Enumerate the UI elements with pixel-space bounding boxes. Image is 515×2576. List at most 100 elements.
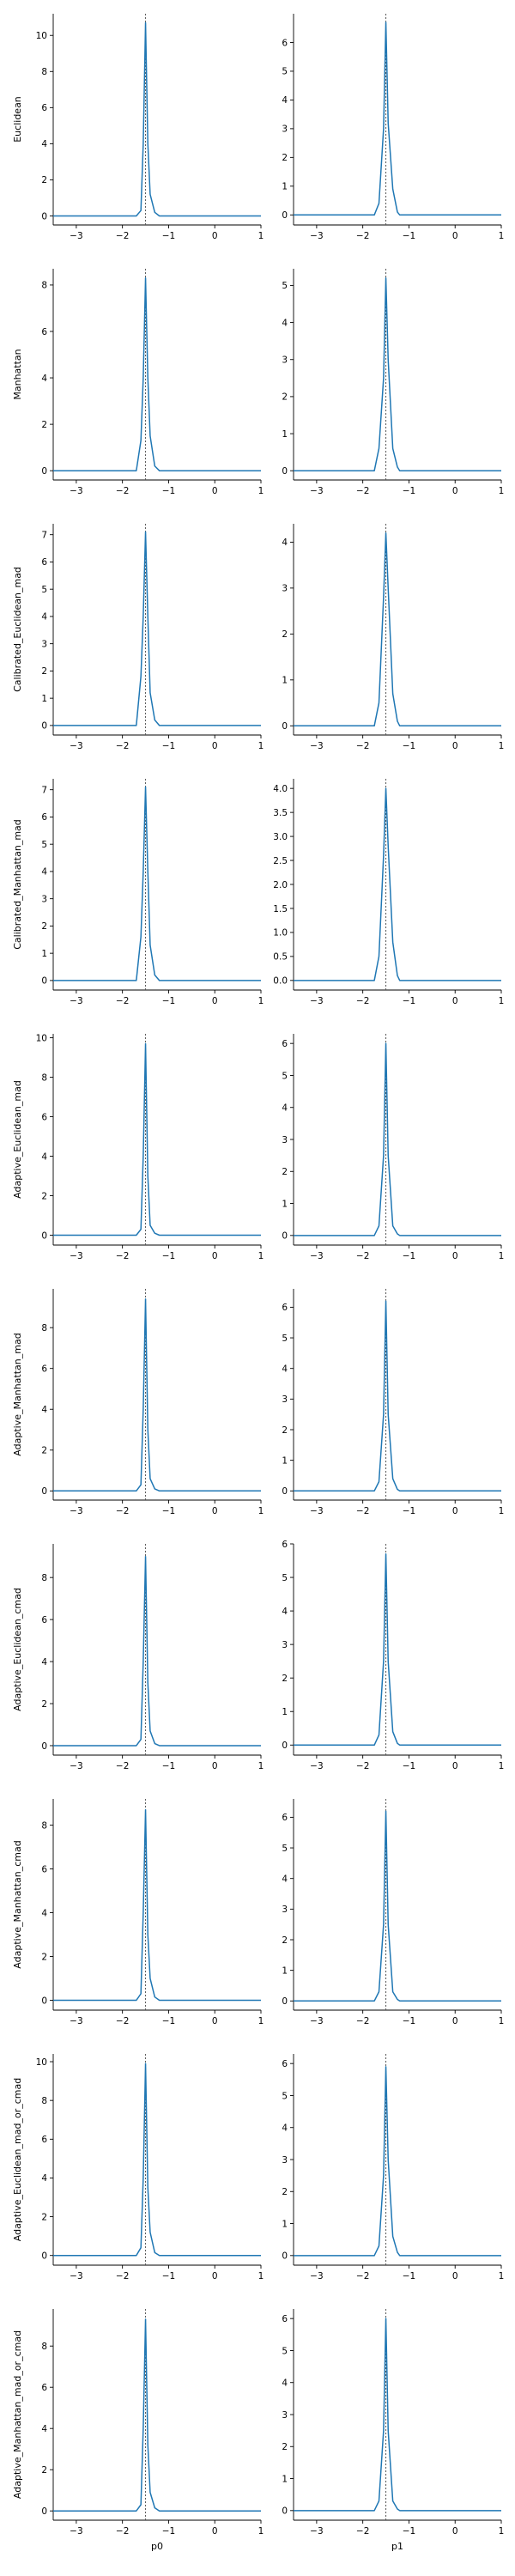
y-tick-label: 0 (41, 2251, 47, 2262)
y-tick-label: 4 (282, 318, 288, 328)
y-tick-label: 6 (41, 557, 47, 568)
y-tick-label: 2.0 (273, 880, 288, 890)
y-tick-label: 0 (41, 721, 47, 732)
x-tick-label: −1 (403, 486, 415, 496)
y-tick-label: 3 (282, 2410, 288, 2421)
x-tick-label: 1 (499, 2526, 505, 2537)
panel-7-0: −3 −2 −1 0 1 0 2 4 6 8 Adaptive_Manhattan_cmad (12, 1799, 264, 2026)
y-tick-label: 4 (41, 1151, 47, 1162)
y-tick-label: 1.5 (273, 904, 288, 914)
y-tick-label: 6 (41, 812, 47, 823)
y-tick-label: 10 (36, 31, 47, 41)
x-tick-label: −2 (356, 2526, 369, 2537)
y-tick-label: 5 (282, 1071, 288, 1081)
x-tick-label: 0 (212, 2526, 218, 2537)
x-tick-label: −2 (116, 1251, 129, 1261)
y-tick-label: 1 (282, 1199, 288, 1209)
density-line (53, 1042, 261, 1236)
y-tick-label: 2 (282, 392, 288, 403)
x-tick-label: 1 (258, 741, 264, 751)
y-axis-label: Calibrated_Manhattan_mad (12, 819, 23, 950)
x-tick-label: −2 (116, 2016, 129, 2026)
x-tick-label: 1 (258, 2526, 264, 2537)
x-tick-label: −1 (403, 741, 415, 751)
y-tick-label: 4 (282, 95, 288, 106)
y-tick-label: 6 (282, 1039, 288, 1049)
x-tick-label: 0 (212, 996, 218, 1006)
x-tick-label: −2 (116, 2271, 129, 2281)
y-tick-label: 5 (282, 1844, 288, 1854)
x-tick-label: −3 (310, 1251, 323, 1261)
panel-6-0: −3 −2 −1 0 1 0 2 4 6 8 Adaptive_Euclidean_cmad (12, 1544, 264, 1771)
y-tick-label: 5 (282, 281, 288, 291)
y-tick-label: 1 (282, 2474, 288, 2484)
y-tick-label: 3 (282, 1394, 288, 1405)
y-tick-label: 2 (41, 1952, 47, 1962)
y-tick-label: 3 (41, 639, 47, 649)
x-tick-label: 0 (212, 2016, 218, 2026)
x-tick-label: −3 (310, 2016, 323, 2026)
y-tick-label: 1 (282, 182, 288, 192)
y-tick-label: 6 (41, 1615, 47, 1625)
y-tick-label: 3.0 (273, 832, 288, 842)
x-tick-label: −1 (403, 996, 415, 1006)
density-line (294, 277, 501, 471)
x-tick-label: 1 (258, 2271, 264, 2281)
y-tick-label: 3 (282, 1135, 288, 1145)
y-tick-label: 0 (282, 1486, 288, 1497)
x-tick-label: 1 (258, 1506, 264, 1516)
y-tick-label: 3 (282, 1905, 288, 1915)
panel-7-1: −3 −2 −1 0 1 0 1 2 3 4 5 6 (282, 1799, 504, 2026)
x-tick-label: −1 (403, 1251, 415, 1261)
y-tick-label: 3 (41, 894, 47, 904)
x-tick-label: 1 (499, 2016, 505, 2026)
y-axis-label: Adaptive_Euclidean_mad (12, 1080, 23, 1199)
y-tick-label: 6 (282, 38, 288, 48)
y-tick-label: 4 (41, 1405, 47, 1415)
panel-8-0: −3 −2 −1 0 10246810Adaptive_Euclidean_mad_or… (12, 2054, 264, 2281)
y-tick-label: 2 (41, 420, 47, 430)
x-tick-label: 1 (258, 2016, 264, 2026)
density-line (294, 532, 501, 727)
x-tick-label: 1 (258, 486, 264, 496)
y-tick-label: 2 (282, 153, 288, 163)
panel-3-1: −3 −2 −1 0 1 0.0 0.5 1.0 1.5 2.0 2.5 3.0 3.5 4.0 (273, 779, 504, 1006)
y-tick-label: 4 (41, 2173, 47, 2184)
x-tick-label: −1 (162, 2271, 175, 2281)
x-tick-label: 1 (499, 231, 505, 241)
y-tick-label: 2 (41, 2212, 47, 2222)
x-tick-label: 0 (452, 1761, 458, 1771)
x-tick-label: 0 (212, 2271, 218, 2281)
x-axis-label: p0 (151, 2541, 163, 2552)
y-tick-label: 8 (41, 2096, 47, 2106)
x-tick-label: −3 (70, 486, 82, 496)
x-tick-label: 1 (258, 1761, 264, 1771)
x-tick-label: 0 (452, 2016, 458, 2026)
y-tick-label: 1 (41, 949, 47, 959)
y-tick-label: 2 (41, 1699, 47, 1710)
y-tick-label: 0 (282, 2251, 288, 2262)
y-tick-label: 4 (41, 1657, 47, 1668)
y-tick-label: 0 (41, 1486, 47, 1497)
y-tick-label: 6 (41, 1364, 47, 1374)
x-tick-label: 1 (499, 1251, 505, 1261)
y-tick-label: 4.0 (273, 784, 288, 794)
y-tick-label: 1 (282, 2219, 288, 2229)
density-line (53, 277, 261, 471)
y-tick-label: 2 (41, 1446, 47, 1456)
y-tick-label: 4 (282, 538, 288, 548)
y-tick-label: 4 (282, 1103, 288, 1114)
x-tick-label: 1 (499, 1761, 505, 1771)
x-tick-label: 0 (452, 1506, 458, 1516)
y-tick-label: 8 (41, 1072, 47, 1083)
y-tick-label: 2 (41, 2465, 47, 2476)
x-tick-label: 0 (212, 741, 218, 751)
y-tick-label: 2 (282, 1167, 288, 1177)
y-tick-label: 1 (282, 1455, 288, 1466)
y-axis-label: Euclidean (12, 96, 23, 143)
x-tick-label: −3 (310, 486, 323, 496)
y-tick-label: 4 (282, 1364, 288, 1374)
y-tick-label: 5 (282, 1334, 288, 1344)
y-tick-label: 5 (282, 2091, 288, 2101)
y-tick-label: 2 (41, 175, 47, 185)
